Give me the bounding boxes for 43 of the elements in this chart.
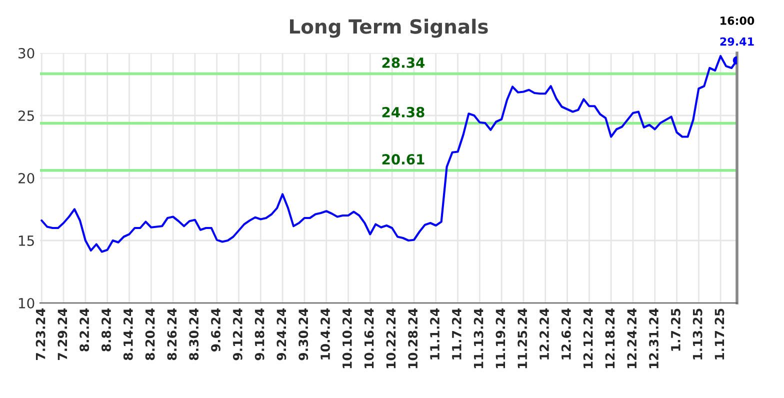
y-tick-label: 25 [18, 110, 34, 121]
x-tick-label: 12.31.24 [649, 308, 658, 368]
x-tick-label: 12.6.24 [561, 308, 571, 360]
x-tick-label: 12.18.24 [605, 308, 615, 368]
x-tick-label: 10.4.24 [320, 308, 330, 360]
x-tick-label: 8.2.24 [80, 308, 90, 352]
x-tick-label: 9.30.24 [298, 308, 308, 360]
x-tick-label: 1.7.25 [670, 308, 680, 351]
y-tick-label: 30 [18, 48, 34, 58]
x-tick-label: 8.26.24 [167, 308, 177, 360]
x-tick-label: 9.12.24 [232, 308, 242, 360]
x-tick-label: 12.12.24 [583, 308, 593, 368]
x-tick-label: 9.6.24 [211, 308, 220, 352]
x-tick-label: 12.24.24 [627, 308, 636, 368]
x-tick-label: 8.8.24 [102, 308, 111, 352]
x-tick-label: 8.20.24 [145, 308, 155, 360]
x-tick-label: 9.24.24 [276, 308, 286, 360]
x-tick-label: 9.18.24 [254, 308, 264, 360]
x-tick-label: 10.10.24 [342, 308, 352, 368]
x-tick-label: 1.13.25 [692, 308, 702, 360]
x-tick-label: 8.14.24 [123, 308, 133, 360]
x-tick-label: 8.30.24 [189, 308, 199, 360]
y-tick-label: 15 [18, 236, 34, 246]
x-tick-label: 11.19.24 [496, 308, 506, 368]
ref-line-label: 20.61 [382, 154, 424, 165]
x-tick-label: 7.29.24 [58, 308, 68, 360]
x-tick-label: 7.23.24 [36, 308, 46, 360]
ref-line-label: 24.38 [382, 106, 424, 118]
y-tick-label: 20 [18, 172, 34, 184]
text: 29.41 [720, 37, 754, 46]
y-tick-label: 10 [18, 298, 34, 308]
x-tick-label: 12.2.24 [540, 308, 549, 360]
ref-line-label: 28.34 [382, 57, 425, 68]
x-tick-label: 11.13.24 [474, 308, 484, 368]
chart-title: Long Term Signals [290, 18, 488, 38]
x-tick-label: 11.1.24 [430, 308, 440, 360]
x-tick-label: 10.16.24 [364, 308, 374, 368]
text: 16:00 [720, 16, 754, 25]
x-tick-label: 1.17.25 [714, 308, 724, 360]
x-tick-label: 10.22.24 [386, 308, 396, 368]
x-tick-label: 10.28.24 [408, 308, 418, 368]
x-tick-label: 11.25.24 [518, 308, 528, 368]
x-tick-label: 11.7.24 [452, 308, 462, 360]
